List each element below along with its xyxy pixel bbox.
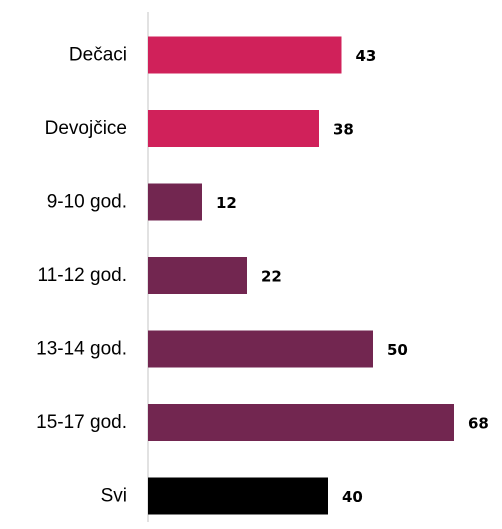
category-label: Svi: [101, 486, 127, 507]
category-label: 11-12 god.: [38, 265, 127, 286]
value-label: 38: [333, 121, 354, 139]
category-label: 15-17 god.: [36, 412, 127, 433]
value-label: 43: [356, 47, 377, 65]
value-label: 50: [387, 341, 408, 359]
bar-rows: Dečaci 43 Devojčice 38 9-10 god. 12 11-12 god.…: [36, 36, 489, 515]
bar: [148, 330, 373, 368]
value-label: 40: [342, 488, 363, 506]
value-label: 22: [261, 268, 282, 286]
bar: [148, 404, 454, 441]
value-label: 68: [468, 415, 489, 433]
category-label: Devojčice: [45, 118, 127, 139]
bar: [148, 183, 202, 221]
bar: [148, 36, 342, 74]
category-label: 9-10 god.: [47, 192, 127, 213]
category-label: Dečaci: [69, 45, 127, 66]
bar: [148, 477, 328, 515]
value-label: 12: [216, 194, 237, 212]
bar: [148, 257, 247, 294]
category-label: 13-14 god.: [36, 339, 127, 360]
bar: [148, 110, 319, 147]
